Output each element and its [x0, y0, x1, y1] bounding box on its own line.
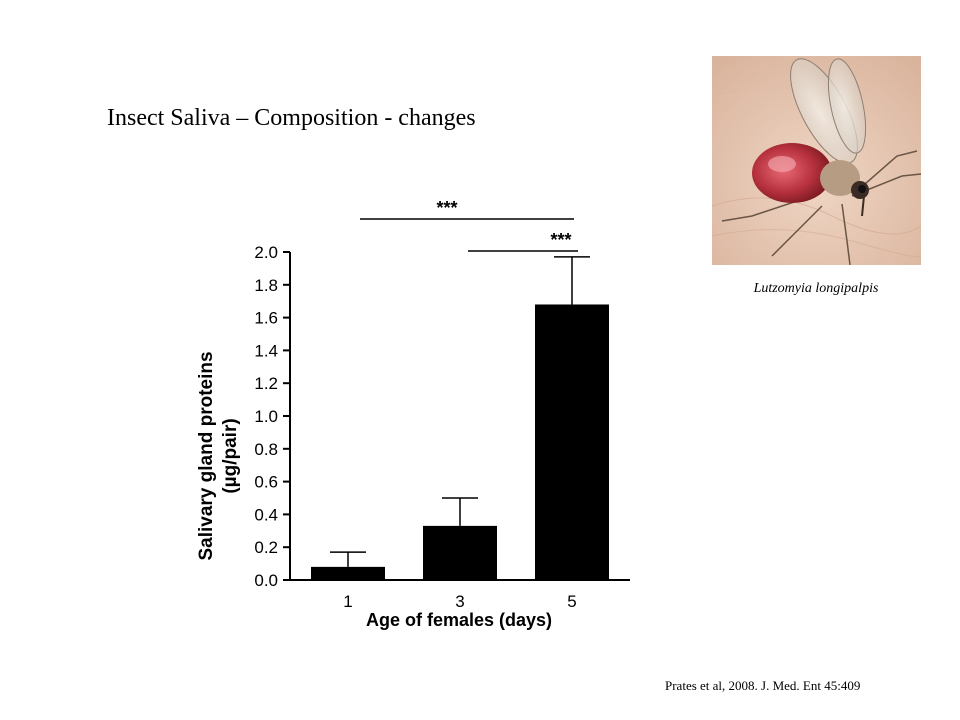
- x-tick-label: 5: [567, 592, 576, 611]
- x-tick-label: 1: [343, 592, 352, 611]
- y-tick-label: 0.0: [254, 571, 278, 590]
- y-tick-label: 0.2: [254, 538, 278, 557]
- y-tick-label: 0.6: [254, 473, 278, 492]
- significance-label: ***: [550, 230, 571, 250]
- x-axis-label: Age of females (days): [366, 610, 552, 630]
- significance-label: ***: [436, 198, 457, 218]
- bar-5: [535, 304, 609, 580]
- slide-title: Insect Saliva – Composition - changes: [107, 105, 476, 131]
- y-tick-label: 1.0: [254, 407, 278, 426]
- y-axis-label-line2: (µg/pair): [220, 418, 241, 493]
- photo-caption: Lutzomyia longipalpis: [753, 281, 879, 296]
- y-tick-label: 0.8: [254, 440, 278, 459]
- x-tick-label: 3: [455, 592, 464, 611]
- y-tick-label: 1.2: [254, 374, 278, 393]
- y-tick-label: 1.6: [254, 309, 278, 328]
- y-tick-label: 1.8: [254, 276, 278, 295]
- bar-chart: 0.0 0.2 0.4 0.6 0.8 1.0 1.2 1.4 1.6 1.8 2.0 1 3 5 *** *…: [196, 198, 630, 630]
- citation: Prates et al, 2008. J. Med. Ent 45:409: [665, 678, 861, 693]
- y-axis-label-line1: Salivary gland proteins: [196, 351, 217, 560]
- y-tick-label: 1.4: [254, 341, 278, 360]
- y-tick-label: 0.4: [254, 505, 278, 524]
- bar-1: [311, 566, 385, 580]
- sandfly-photo: [712, 56, 921, 265]
- y-tick-label: 2.0: [254, 243, 278, 262]
- sandfly-image: [712, 56, 921, 265]
- bar-3: [423, 525, 497, 580]
